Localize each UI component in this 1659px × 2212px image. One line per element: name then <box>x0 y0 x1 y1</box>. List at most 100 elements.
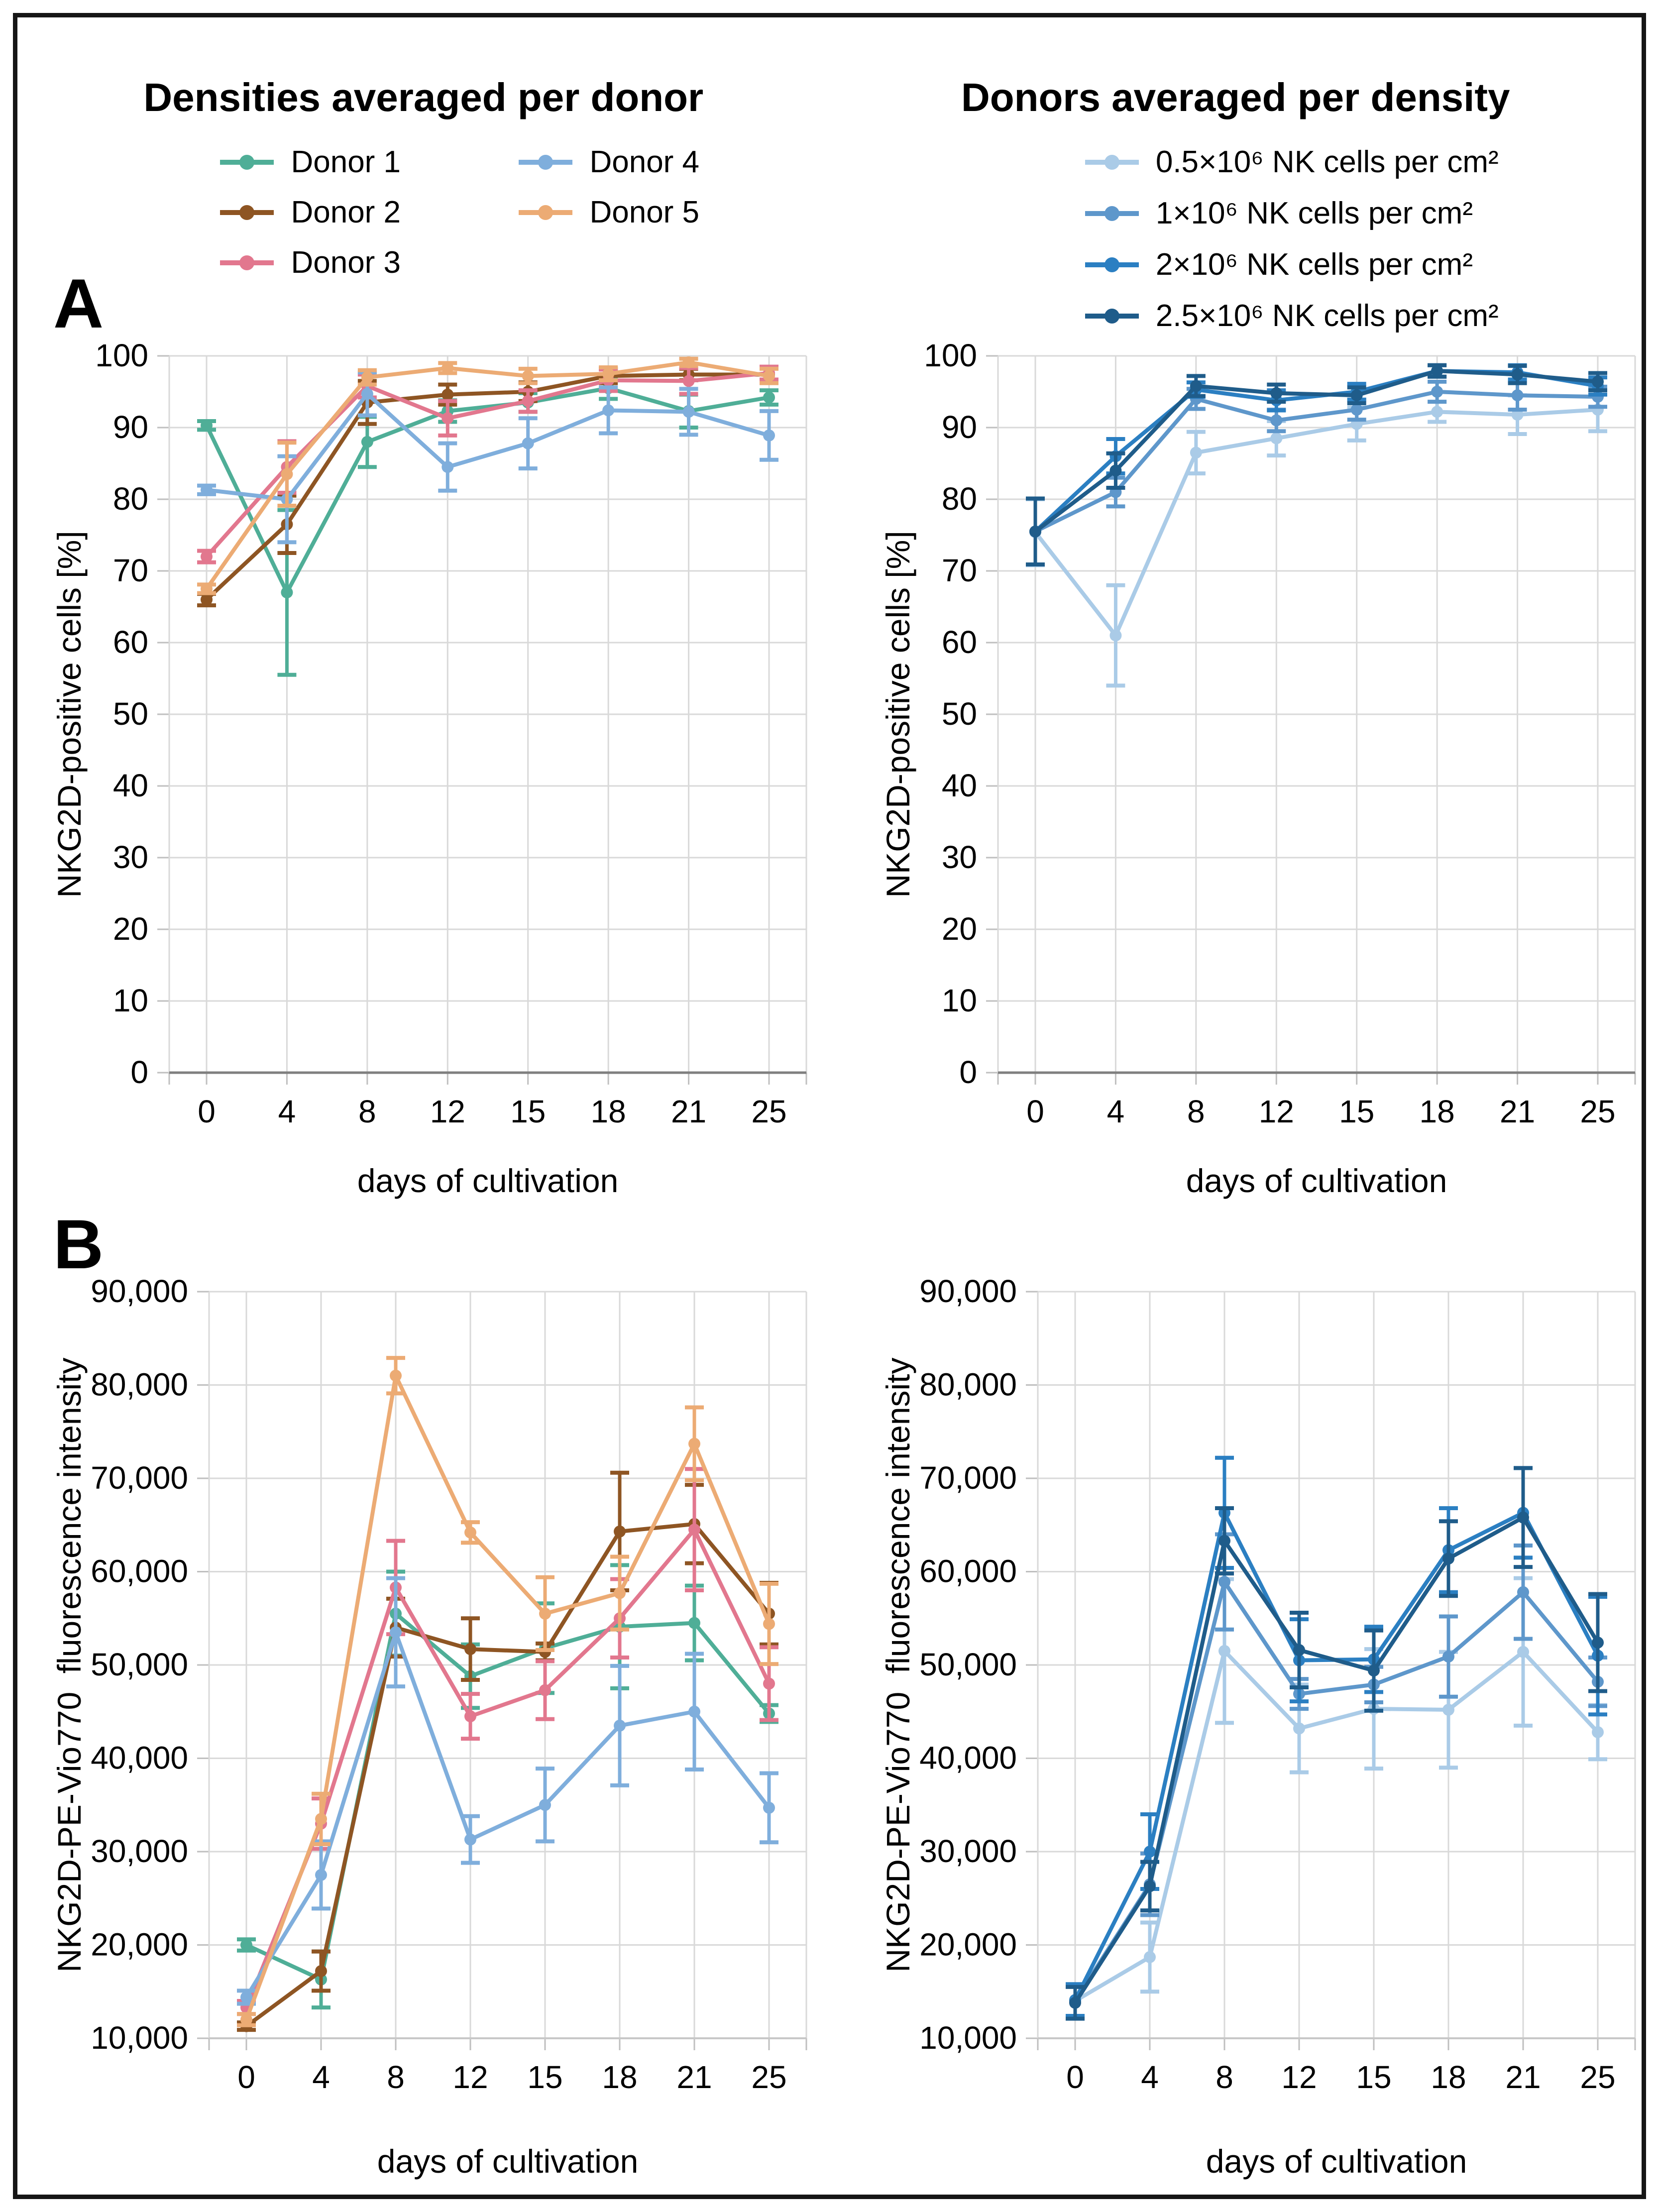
svg-text:25: 25 <box>1580 2059 1615 2095</box>
legend-item-1-10-nk-cells-per-cm: 1×10⁶ NK cells per cm² <box>1082 196 1473 231</box>
2-5-10-nk-cells-per-cm-marker-icon <box>1085 308 1139 324</box>
svg-text:15: 15 <box>510 1094 546 1129</box>
svg-text:18: 18 <box>1431 2059 1466 2095</box>
svg-text:4: 4 <box>312 2059 330 2095</box>
left-column-header: Densities averaged per donor Donor 1 Dono… <box>17 45 830 333</box>
svg-text:NKG2D-positive cells [%]: NKG2D-positive cells [%] <box>51 531 88 897</box>
legend-item-donor-2: Donor 2 <box>217 195 516 230</box>
donor-2-marker-icon <box>220 205 274 220</box>
legend-item-donor-5: Donor 5 <box>516 195 699 230</box>
svg-text:0: 0 <box>237 2059 255 2095</box>
legend-item-donor-4: Donor 4 <box>516 144 699 180</box>
svg-text:80,000: 80,000 <box>919 1367 1017 1403</box>
svg-text:12: 12 <box>1281 2059 1317 2095</box>
figure-content: Densities averaged per donor Donor 1 Dono… <box>17 17 1642 2195</box>
svg-text:8: 8 <box>358 1094 376 1129</box>
chart-a-left: 0 10 20 30 40 50 60 70 80 90 100 0 4 8 12 15 18 21 25 days … <box>51 337 807 1199</box>
panel-b-label: B <box>53 1205 104 1283</box>
svg-text:4: 4 <box>1107 1094 1125 1129</box>
svg-text:90: 90 <box>942 409 977 445</box>
svg-text:20: 20 <box>113 911 148 947</box>
legend-label: 2×10⁶ NK cells per cm² <box>1155 247 1473 282</box>
svg-text:0: 0 <box>1026 1094 1044 1129</box>
svg-text:60,000: 60,000 <box>919 1553 1017 1589</box>
right-column-header: Donors averaged per density 0.5×10⁶ NK c… <box>830 45 1642 333</box>
donor-legend: Donor 1 Donor 4 Donor 2 Donor 5 Donor 3 <box>217 144 699 280</box>
svg-text:0: 0 <box>198 1094 216 1129</box>
legend-label: Donor 4 <box>589 145 700 179</box>
series-donor-2 <box>197 365 778 608</box>
svg-text:40: 40 <box>942 768 977 803</box>
svg-text:100: 100 <box>924 337 977 373</box>
legend-item-2-10-nk-cells-per-cm: 2×10⁶ NK cells per cm² <box>1082 247 1473 282</box>
svg-text:8: 8 <box>1216 2059 1233 2095</box>
svg-text:25: 25 <box>1580 1094 1615 1129</box>
svg-text:25: 25 <box>751 1094 786 1129</box>
svg-text:90: 90 <box>113 409 148 445</box>
svg-text:0: 0 <box>130 1054 148 1090</box>
svg-text:0: 0 <box>1066 2059 1084 2095</box>
svg-text:21: 21 <box>1505 2059 1541 2095</box>
svg-text:80: 80 <box>113 481 148 517</box>
legend-item-0-5-10-nk-cells-per-cm: 0.5×10⁶ NK cells per cm² <box>1082 144 1499 180</box>
panel-a-label: A <box>53 264 104 342</box>
legend-label: 1×10⁶ NK cells per cm² <box>1155 196 1473 230</box>
figure-border <box>13 13 1646 2199</box>
legend-item-donor-1: Donor 1 <box>217 144 516 180</box>
svg-text:50,000: 50,000 <box>91 1647 188 1682</box>
svg-text:NKG2D-positive cells [%]: NKG2D-positive cells [%] <box>880 531 916 897</box>
svg-text:40: 40 <box>113 768 148 803</box>
series-donor-2 <box>237 1470 778 2032</box>
series-0-5-10-nk-cells-per-cm <box>1066 1576 1607 2019</box>
svg-text:18: 18 <box>602 2059 637 2095</box>
svg-text:60: 60 <box>942 624 977 660</box>
svg-text:50: 50 <box>942 696 977 732</box>
svg-text:10,000: 10,000 <box>91 2020 188 2056</box>
series-donor-4 <box>237 1576 778 2006</box>
svg-text:30: 30 <box>113 839 148 875</box>
svg-text:90,000: 90,000 <box>919 1273 1017 1309</box>
svg-text:days of cultivation: days of cultivation <box>357 1162 619 1199</box>
svg-text:21: 21 <box>1500 1094 1535 1129</box>
svg-text:15: 15 <box>527 2059 562 2095</box>
svg-text:80: 80 <box>942 481 977 517</box>
series-0-5-10-nk-cells-per-cm <box>1026 386 1607 688</box>
legend-label: Donor 5 <box>589 195 700 229</box>
series-donor-4 <box>197 370 778 545</box>
svg-text:12: 12 <box>1259 1094 1294 1129</box>
svg-text:10,000: 10,000 <box>919 2020 1017 2056</box>
series-donor-3 <box>237 1467 778 2016</box>
svg-text:18: 18 <box>1420 1094 1455 1129</box>
svg-text:70: 70 <box>113 553 148 588</box>
legend-label: 0.5×10⁶ NK cells per cm² <box>1155 145 1499 179</box>
svg-text:20,000: 20,000 <box>919 1927 1017 1963</box>
svg-text:50: 50 <box>113 696 148 732</box>
svg-text:60,000: 60,000 <box>91 1553 188 1589</box>
svg-text:10: 10 <box>942 983 977 1018</box>
svg-text:70: 70 <box>942 553 977 588</box>
svg-text:12: 12 <box>452 2059 488 2095</box>
0-5-10-nk-cells-per-cm-marker-icon <box>1085 154 1139 170</box>
svg-text:90,000: 90,000 <box>91 1273 188 1309</box>
svg-text:8: 8 <box>1187 1094 1205 1129</box>
svg-text:18: 18 <box>591 1094 626 1129</box>
svg-text:30,000: 30,000 <box>91 1833 188 1869</box>
legend-item-2-5-10-nk-cells-per-cm: 2.5×10⁶ NK cells per cm² <box>1082 298 1499 333</box>
svg-text:25: 25 <box>751 2059 786 2095</box>
right-column-title: Donors averaged per density <box>961 75 1510 119</box>
legend-label: Donor 3 <box>291 245 401 280</box>
svg-text:4: 4 <box>1141 2059 1159 2095</box>
legend-label: Donor 1 <box>291 145 401 179</box>
svg-text:40,000: 40,000 <box>91 1740 188 1776</box>
svg-text:100: 100 <box>95 337 148 373</box>
legend-label: 2.5×10⁶ NK cells per cm² <box>1155 299 1499 333</box>
chart-b-left: 10,000 20,000 30,000 40,000 50,000 60,000 70,0… <box>51 1273 807 2180</box>
svg-text:21: 21 <box>671 1094 706 1129</box>
series-2-5-10-nk-cells-per-cm <box>1066 1466 1607 2021</box>
series-donor-5 <box>197 356 778 595</box>
svg-text:4: 4 <box>278 1094 296 1129</box>
svg-text:30: 30 <box>942 839 977 875</box>
svg-text:days of cultivation: days of cultivation <box>1186 1162 1447 1199</box>
donor-1-marker-icon <box>220 154 274 170</box>
